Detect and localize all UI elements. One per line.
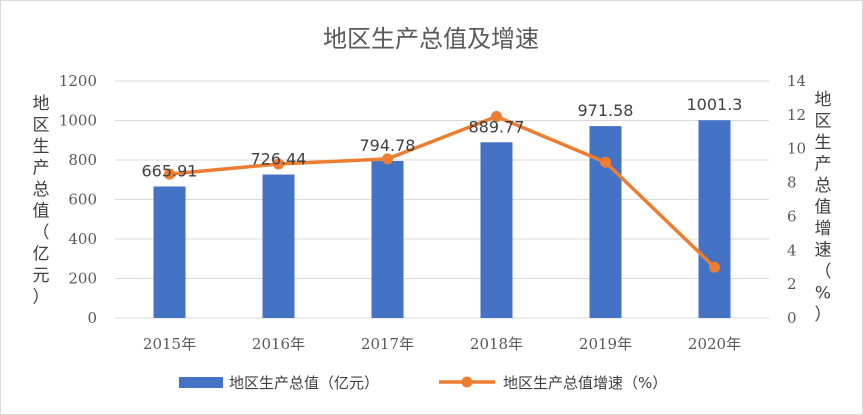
bar xyxy=(589,126,622,319)
y-tick-label-right: 0 xyxy=(787,309,797,327)
y-tick-label-right: 10 xyxy=(787,140,806,158)
x-tick-label: 2015年 xyxy=(143,335,196,353)
y-tick-label-left: 400 xyxy=(68,230,97,248)
y-tick-label-right: 8 xyxy=(787,174,797,192)
line-point xyxy=(600,156,611,168)
y-tick-label-right: 2 xyxy=(787,275,797,293)
bar xyxy=(698,120,731,318)
y-tick-label-right: 14 xyxy=(787,72,806,90)
series-line xyxy=(167,114,717,269)
y-tick-label-left: 600 xyxy=(68,191,97,209)
line-point xyxy=(164,168,175,180)
bar xyxy=(153,186,186,318)
y-tick-label-left: 800 xyxy=(68,151,97,169)
data-label: 889.77 xyxy=(469,117,525,136)
x-tick-label: 2016年 xyxy=(252,335,305,353)
data-label: 971.58 xyxy=(578,101,634,120)
legend-swatch-marker xyxy=(461,376,473,388)
y-tick-label-left: 1000 xyxy=(59,112,97,130)
y-tick-label-left: 1200 xyxy=(59,72,97,90)
bar xyxy=(262,174,295,318)
bar xyxy=(480,142,513,318)
legend-label: 地区生产总值（亿元） xyxy=(229,374,379,392)
y-tick-label-right: 4 xyxy=(787,241,797,259)
line-point xyxy=(273,158,284,170)
legend-label: 地区生产总值增速（%） xyxy=(503,374,667,392)
line-point xyxy=(491,111,502,123)
x-tick-label: 2020年 xyxy=(688,335,741,353)
axes: 0 200 400 600 800 1000 1200 0 2 4 6 8 10 12 14 2015年 201… xyxy=(33,72,832,353)
data-labels: 665.91 726.44 794.78 889.77 971.58 1001.3 xyxy=(142,95,743,180)
data-label: 726.44 xyxy=(251,150,307,169)
x-tick-label: 2017年 xyxy=(361,335,414,353)
y-axis-title-left: 地区生产总值（亿元） xyxy=(33,94,50,308)
gridlines xyxy=(115,80,769,319)
data-label: 794.78 xyxy=(360,136,416,155)
x-tick-label: 2019年 xyxy=(579,335,632,353)
y-tick-label-left: 0 xyxy=(87,309,97,327)
line-point xyxy=(709,261,720,273)
x-tick-label: 2018年 xyxy=(470,335,523,353)
line-series xyxy=(164,111,720,273)
legend-swatch-bar xyxy=(179,377,223,388)
data-label: 665.91 xyxy=(142,161,198,180)
bar xyxy=(371,161,404,318)
y-tick-label-right: 6 xyxy=(787,207,797,225)
bar-series xyxy=(153,120,731,319)
y-axis-title-right: 地区生产总值增速（%） xyxy=(815,90,832,325)
y-tick-label-right: 12 xyxy=(787,106,806,124)
line-point xyxy=(382,153,393,165)
y-tick-label-left: 200 xyxy=(68,270,97,288)
legend: 地区生产总值（亿元） 地区生产总值增速（%） xyxy=(179,374,667,392)
data-label: 1001.3 xyxy=(687,95,743,114)
chart-title: 地区生产总值及增速 xyxy=(323,25,539,53)
